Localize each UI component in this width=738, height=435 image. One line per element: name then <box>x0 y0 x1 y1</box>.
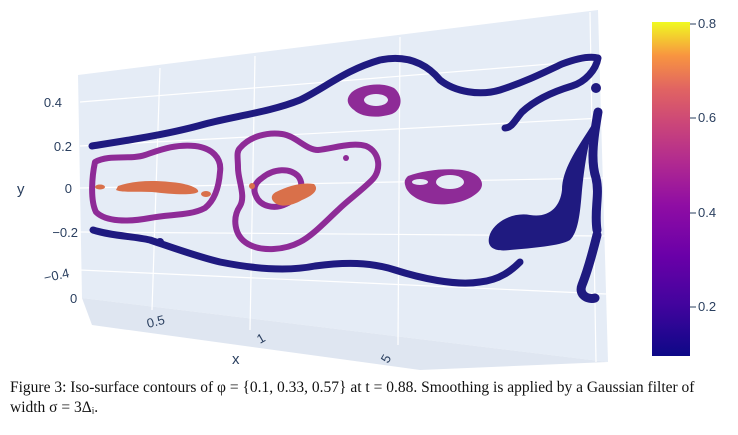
y-tick-0: 0.4 <box>44 95 62 110</box>
scene-floor <box>82 298 608 370</box>
wake-region <box>488 112 600 251</box>
hole-right <box>436 175 464 189</box>
center-streak <box>271 183 317 206</box>
colorbar-tick-2: 0.4 <box>698 205 716 220</box>
caption-label: Figure 3: <box>10 379 67 396</box>
scene-plane <box>78 10 608 362</box>
isosurface-level-high <box>95 181 317 206</box>
y-axis-label: y <box>17 181 25 198</box>
left-dot <box>95 184 105 190</box>
x-tick-0: 0 <box>70 291 77 306</box>
colorbar-tick-0: 0.8 <box>698 16 716 31</box>
plot-svg: 0.4 0.2 0 −0.2 −0.4 y 0 0.5 1 5 x <box>17 10 716 370</box>
y-axis: 0.4 0.2 0 −0.2 −0.4 y <box>17 95 78 285</box>
wake-blob-2 <box>156 238 164 246</box>
blob-holes <box>364 94 464 189</box>
colorbar-gradient <box>652 22 690 356</box>
figure: 0.4 0.2 0 −0.2 −0.4 y 0 0.5 1 5 x <box>17 10 716 370</box>
caption-text: Iso-surface contours of φ = {0.1, 0.33, … <box>10 379 695 416</box>
left-streak <box>116 181 199 195</box>
colorbar: 0.8 0.6 0.4 0.2 <box>652 16 716 356</box>
colorbar-tick-1: 0.6 <box>698 110 716 125</box>
y-tick-4: −0.4 <box>42 265 70 285</box>
small-blob <box>343 155 349 161</box>
hole-right-2 <box>412 179 428 185</box>
x-axis-label: x <box>232 351 240 368</box>
center-dot <box>249 183 255 189</box>
figure-caption: Figure 3: Iso-surface contours of φ = {0… <box>10 378 732 418</box>
left-dot-2 <box>201 191 211 197</box>
outer-boundary-bottom <box>89 226 524 287</box>
wake-edge-upper <box>588 107 603 235</box>
x-tick-1: 0.5 <box>145 312 166 331</box>
y-tick-1: 0.2 <box>54 139 72 154</box>
left-bubble <box>89 142 224 224</box>
colorbar-tick-3: 0.2 <box>698 299 716 314</box>
wake-edge-lower <box>576 230 602 303</box>
hole-top <box>364 94 388 106</box>
y-tick-2: 0 <box>65 181 72 196</box>
y-tick-3: −0.2 <box>52 225 78 240</box>
isosurface-level-low <box>88 53 603 303</box>
outer-boundary-top <box>88 53 602 150</box>
wake-blob <box>591 83 601 93</box>
center-bubble <box>232 130 382 252</box>
